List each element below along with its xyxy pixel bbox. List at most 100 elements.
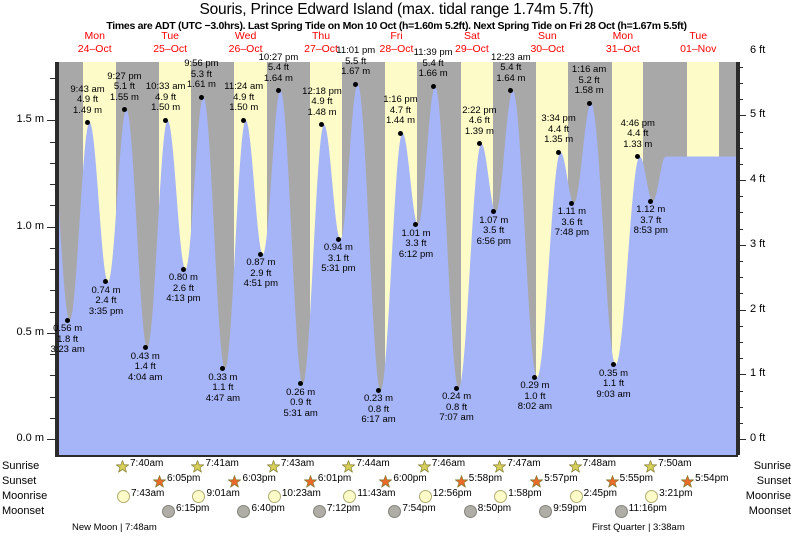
- right-axis-tick: [738, 277, 743, 278]
- left-axis-tick: [50, 418, 55, 419]
- high-tide-label: 11:39 pm 5.4 ft 1.66 m: [393, 48, 473, 80]
- day-date: 25–Oct: [153, 43, 188, 55]
- sunset-cell-time: 6:00pm: [393, 473, 427, 485]
- moonset-cell: 11:16pm: [614, 503, 667, 518]
- low-tide-label: 1.12 m 3.7 ft 8:53 pm: [611, 205, 691, 237]
- moonrise-disc-icon: [343, 490, 357, 503]
- moonset-disc-icon: [312, 505, 326, 518]
- tide-label-line: 0.9 ft: [290, 397, 312, 409]
- sunset-cell-time: 6:01pm: [317, 473, 352, 485]
- right-axis-tick: [738, 229, 743, 230]
- tide-label-line: 3.5 ft: [483, 225, 505, 237]
- tide-label-line: 5.5 ft: [345, 55, 367, 67]
- tide-label-line: 4:51 pm: [243, 278, 278, 290]
- tide-label-line: 4:47 am: [205, 392, 241, 404]
- moonrise-cell: 7:43am: [117, 488, 164, 503]
- sunset-cell: 6:01pm: [303, 473, 352, 488]
- tide-label-line: 0.94 m: [323, 242, 353, 254]
- sunrise-cell: 7:48am: [568, 458, 617, 473]
- tide-label-line: 1.64 m: [496, 72, 526, 84]
- tide-label-line: 1.01 m: [401, 227, 431, 239]
- tide-label-line: 1.64 m: [263, 72, 293, 84]
- high-tide-label: 9:27 pm 5.1 ft 1.55 m: [84, 71, 164, 104]
- day-date: 27–Oct: [304, 43, 338, 55]
- tide-label-line: 5.4 ft: [422, 57, 444, 69]
- right-axis-label: 6 ft: [750, 44, 766, 56]
- moonset-cell: 9:59pm: [539, 503, 587, 518]
- tide-label-line: 0.26 m: [286, 386, 316, 398]
- tide-label-line: 1.66 m: [418, 68, 448, 80]
- left-axis-label: 0.0 m: [16, 432, 44, 444]
- low-tide-marker: [611, 362, 617, 368]
- tide-label-line: 4.9 ft: [76, 94, 99, 106]
- moonset-disc-icon: [162, 505, 175, 518]
- sunset-cell: 5:57pm: [530, 473, 578, 488]
- page-title: Souris, Prince Edward Island (max. tidal…: [199, 1, 594, 18]
- left-axis-tick: [47, 120, 55, 121]
- astro-table: Sunrise Sunset Moonrise Moonset Sunrise …: [0, 458, 793, 539]
- right-axis-tick: [738, 115, 746, 116]
- left-axis-label: 1.5 m: [16, 113, 44, 125]
- tide-label-line: 5.4 ft: [267, 62, 290, 74]
- tide-label-line: 1.49 m: [73, 104, 103, 116]
- day-weekday: Mon: [84, 30, 105, 42]
- moonset-disc-icon: [463, 505, 477, 518]
- tide-label-line: 1.4 ft: [134, 361, 156, 373]
- low-tide-label: 0.94 m 3.1 ft 5:31 pm: [298, 243, 378, 275]
- moonrise-disc-icon: [645, 490, 659, 503]
- left-axis-tick: [50, 184, 55, 185]
- tide-label-line: 12:18 pm: [302, 85, 342, 97]
- moonset-cell: 7:12pm: [312, 503, 360, 518]
- moonrise-cell-time: 9:01am: [206, 488, 240, 500]
- day-date: 28–Oct: [379, 43, 414, 55]
- tide-label-line: 2.4 ft: [95, 295, 117, 307]
- tide-label-line: 1.55 m: [109, 91, 139, 103]
- left-axis-tick: [50, 269, 55, 270]
- tide-label-line: 1.50 m: [229, 102, 259, 114]
- low-tide-label: 0.23 m 0.8 ft 6:17 am: [339, 394, 419, 426]
- high-tide-label: 10:33 am 4.9 ft 1.50 m: [126, 82, 206, 114]
- left-axis-tick: [50, 354, 55, 355]
- moonset-cell: 6:15pm: [162, 503, 209, 518]
- low-tide-label: 0.56 m 1.8 ft 3:23 am: [28, 324, 108, 356]
- tide-water-area: [59, 84, 738, 455]
- sunrise-cell: 7:41am: [191, 458, 239, 473]
- right-axis-tick: [738, 423, 743, 424]
- moonrise-row-label-left: Moonrise: [2, 490, 48, 502]
- day-header-25-oct: Tue 25–Oct: [132, 30, 207, 56]
- sunrise-star-icon: [644, 460, 658, 473]
- moonrise-cell-time: 12:56pm: [432, 488, 472, 500]
- day-date: 01–Nov: [680, 43, 717, 55]
- tide-label-line: 0.33 m: [208, 371, 238, 383]
- sunrise-cell-time: 7:46am: [431, 458, 466, 470]
- moonset-cell-time: 6:40pm: [251, 503, 285, 515]
- right-axis-label: 0 ft: [750, 432, 766, 444]
- right-axis-tick: [738, 148, 743, 149]
- right-axis-tick: [738, 245, 746, 246]
- low-tide-label: 0.74 m 2.4 ft 3:35 pm: [66, 285, 146, 318]
- low-tide-label: 0.87 m 2.9 ft 4:51 pm: [221, 258, 301, 290]
- high-tide-marker: [556, 149, 562, 155]
- sunrise-star-icon: [191, 460, 205, 473]
- high-tide-label: 9:56 pm 5.3 ft 1.61 m: [161, 59, 241, 91]
- tide-label-line: 9:56 pm: [184, 58, 219, 70]
- moonset-cell: 8:50pm: [463, 503, 511, 518]
- tide-label-line: 3.1 ft: [327, 252, 349, 264]
- sunrise-cell-time: 7:48am: [582, 458, 617, 470]
- tide-label-line: 1:16 pm: [383, 94, 418, 106]
- sunset-cell-time: 5:54pm: [695, 473, 729, 485]
- high-tide-marker: [198, 94, 204, 100]
- day-weekday: Tue: [689, 30, 708, 42]
- high-tide-marker: [508, 88, 514, 94]
- tide-label-line: 1.50 m: [151, 102, 181, 114]
- day-header-28-oct: Fri 28–Oct: [359, 30, 434, 56]
- tide-label-line: 4:13 pm: [166, 293, 201, 305]
- tide-label-line: 4.6 ft: [468, 115, 490, 127]
- day-header-row: Mon 24–Oct Tue 25–Oct Wed 26–Oct Thu 27–Oct Fri 2…: [0, 30, 793, 60]
- sunset-cell-time: 5:58pm: [468, 473, 503, 485]
- right-axis-tick: [738, 374, 746, 375]
- tide-label-line: 4:46 pm: [620, 117, 655, 129]
- tide-label-line: 3.6 ft: [561, 216, 583, 228]
- moonrise-cell: 1:58pm: [494, 488, 542, 503]
- tide-label-line: 1.8 ft: [57, 333, 79, 345]
